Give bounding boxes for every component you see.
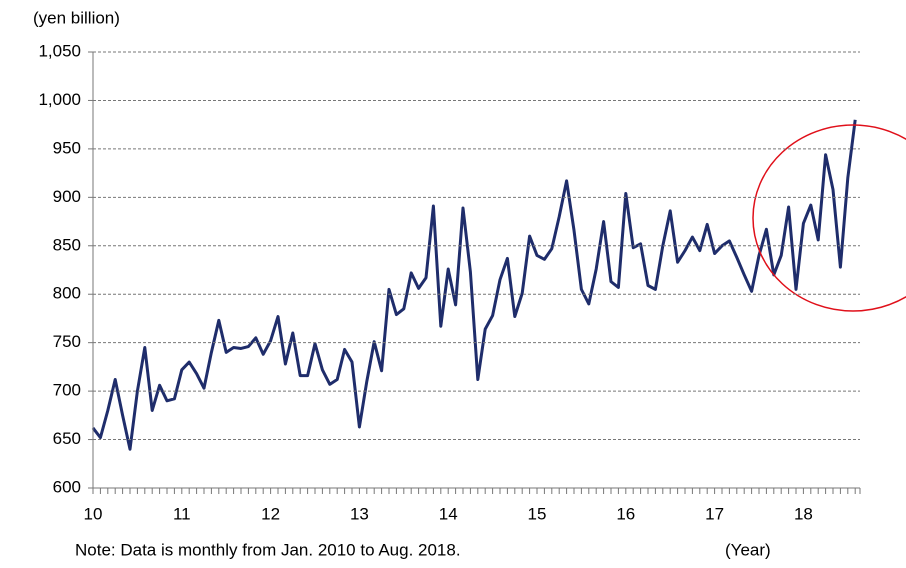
x-tick-label: 14 (439, 504, 458, 523)
x-tick-label: 10 (84, 504, 103, 523)
x-tick-label: 18 (794, 504, 813, 523)
y-tick-label: 800 (53, 284, 81, 303)
y-tick-label: 900 (53, 187, 81, 206)
highlight-ellipse (752, 124, 906, 312)
x-tick-label: 15 (528, 504, 547, 523)
x-tick-label: 16 (616, 504, 635, 523)
x-tick-label: 17 (705, 504, 724, 523)
x-tick-label: 12 (261, 504, 280, 523)
y-tick-label: 600 (53, 477, 81, 496)
y-tick-label: 950 (53, 138, 81, 157)
y-tick-label: 850 (53, 235, 81, 254)
x-axis-label: (Year) (725, 540, 771, 559)
x-tick-label: 11 (173, 504, 191, 523)
x-tick-label: 13 (350, 504, 369, 523)
y-tick-label: 1,050 (38, 41, 81, 60)
y-tick-label: 1,000 (38, 90, 81, 109)
data-line (91, 119, 857, 451)
y-tick-label: 650 (53, 429, 81, 448)
y-tick-label: 700 (53, 381, 81, 400)
y-axis-label: (yen billion) (33, 8, 120, 27)
note: Note: Data is monthly from Jan. 2010 to … (75, 540, 461, 559)
y-tick-label: 750 (53, 332, 81, 351)
